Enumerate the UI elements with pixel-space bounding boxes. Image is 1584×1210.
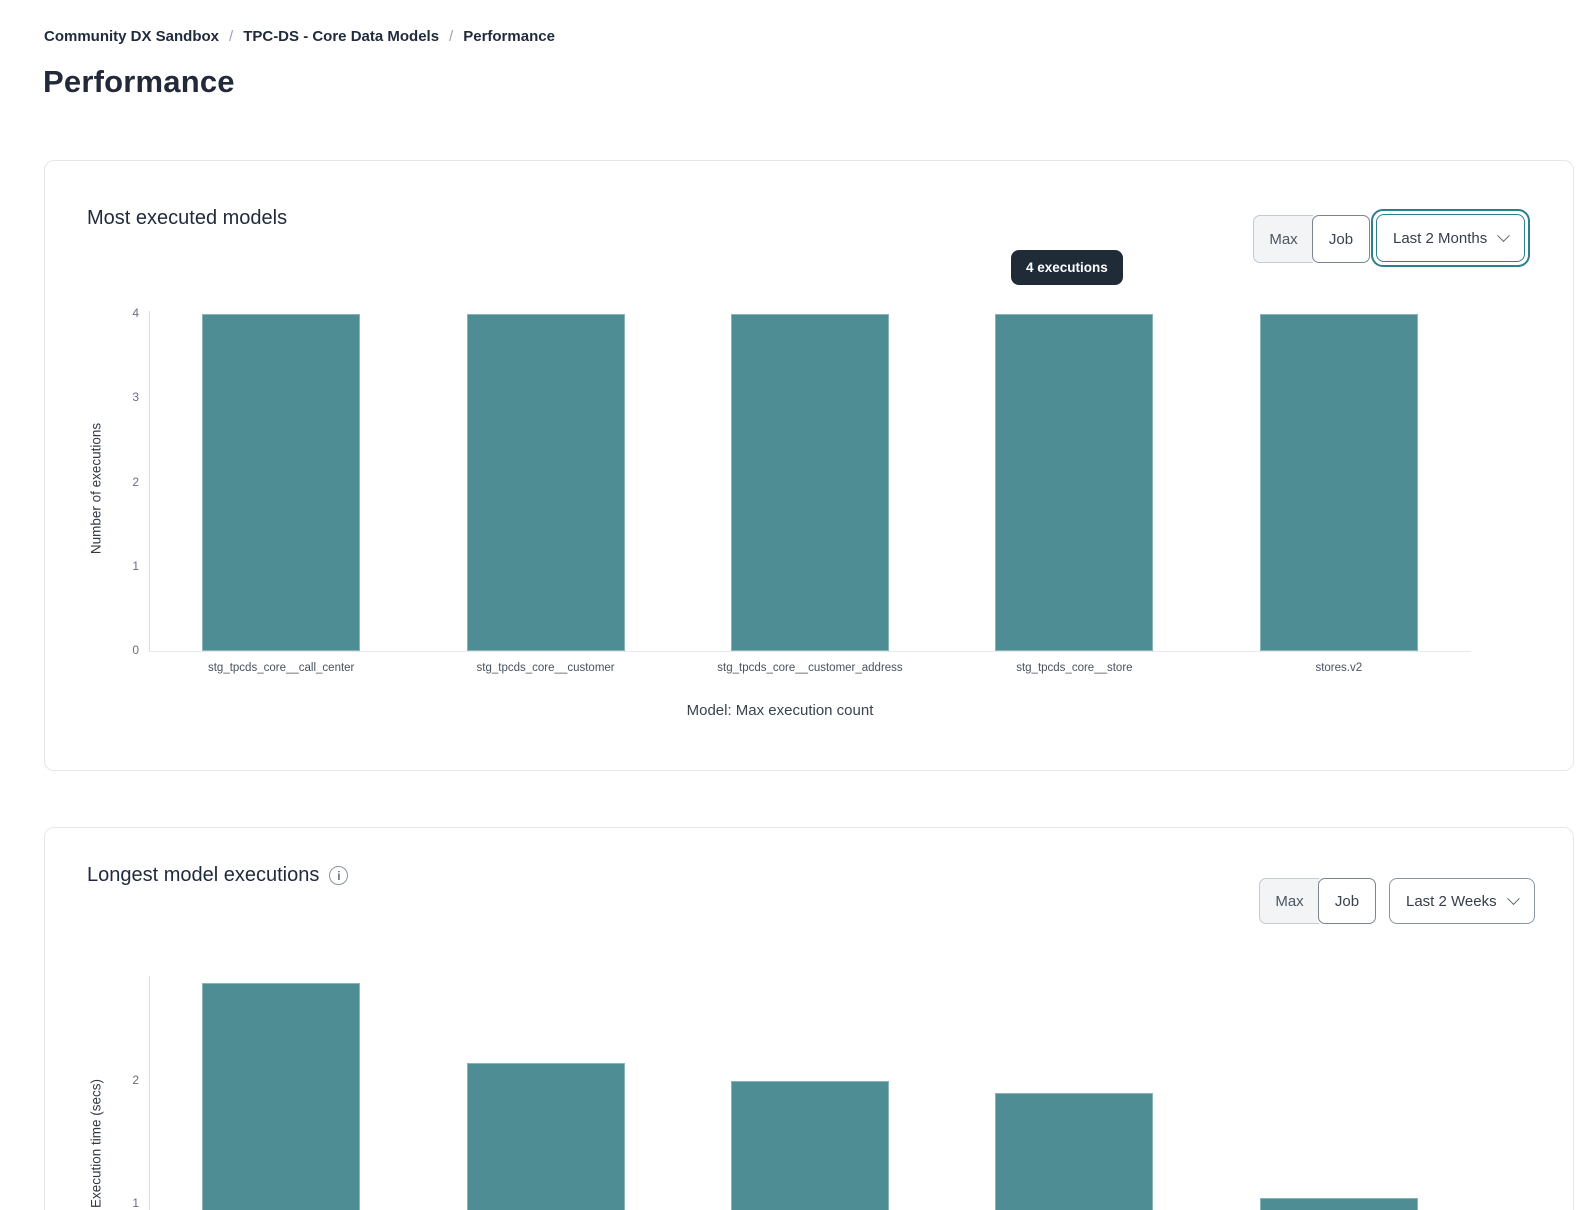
y-axis-line [149, 976, 150, 1210]
toggle-max-button[interactable]: Max [1259, 878, 1319, 924]
x-axis-line [149, 651, 1471, 652]
breadcrumb-separator: / [449, 28, 454, 45]
card-title-text: Most executed models [87, 207, 288, 229]
toggle-job-button[interactable]: Job [1312, 215, 1370, 263]
chart-tooltip: 4 executions [1011, 250, 1123, 285]
y-axis-title: Execution time (secs) [88, 1078, 104, 1209]
max-job-toggle: Max Job [1253, 215, 1370, 263]
x-tick-label: stg_tpcds_core__customer_address [717, 662, 903, 674]
x-tick-label: stg_tpcds_core__call_center [207, 662, 355, 674]
toggle-job-button[interactable]: Job [1318, 878, 1376, 924]
date-range-dropdown-focus-ring: Last 2 Months [1371, 209, 1531, 267]
longest-model-executions-chart: Execution time (secs) 1 2 [45, 828, 1573, 1210]
x-tick-label: stg_tpcds_core__customer [476, 662, 615, 674]
longest-model-executions-card: Longest model executions i Max Job Last … [44, 827, 1574, 1210]
max-job-toggle: Max Job [1259, 878, 1376, 924]
y-tick-label: 0 [132, 643, 139, 657]
y-axis-title: Number of executions [88, 422, 104, 555]
x-tick-label: stores.v2 [1315, 662, 1363, 674]
y-tick-label: 1 [132, 1196, 139, 1210]
toggle-max-button[interactable]: Max [1253, 215, 1313, 263]
chart-bar[interactable] [202, 314, 361, 651]
y-tick-label: 3 [132, 390, 139, 405]
most-executed-models-chart: Number of executions Model: Max executio… [45, 161, 1573, 770]
chart-bar[interactable] [466, 314, 625, 651]
date-range-value: Last 2 Months [1393, 229, 1488, 247]
chart-bar[interactable] [466, 1062, 625, 1210]
date-range-dropdown[interactable]: Last 2 Weeks [1389, 878, 1535, 924]
breadcrumb-link-models[interactable]: TPC-DS - Core Data Models [243, 28, 440, 45]
x-axis-title: Model: Max execution count [686, 702, 874, 719]
date-range-value: Last 2 Weeks [1406, 892, 1497, 910]
y-tick-label: 4 [132, 306, 139, 320]
y-axis-line [149, 311, 150, 651]
card-title-text: Longest model executions [87, 864, 320, 886]
chart-bar[interactable] [1259, 314, 1418, 651]
breadcrumb-link-project[interactable]: Community DX Sandbox [44, 28, 220, 45]
chart-bar[interactable] [202, 982, 361, 1210]
breadcrumb: Community DX Sandbox / TPC-DS - Core Dat… [44, 28, 555, 45]
y-tick-label: 2 [132, 1073, 139, 1087]
card-title: Most executed models [87, 207, 287, 230]
breadcrumb-separator: / [229, 28, 234, 45]
page-title: Performance [43, 64, 235, 99]
most-executed-models-card: Most executed models Max Job Last 2 Mont… [44, 160, 1574, 771]
card-title: Longest model executions i [87, 864, 349, 887]
chart-bar[interactable] [731, 1081, 889, 1210]
chart-bar[interactable] [995, 1093, 1154, 1210]
info-icon[interactable]: i [329, 866, 349, 885]
breadcrumb-current-page: Performance [463, 28, 555, 45]
y-tick-label: 2 [132, 474, 139, 489]
chart-bar[interactable] [1259, 1197, 1418, 1210]
y-tick-label: 1 [132, 558, 139, 573]
chart-bar[interactable] [731, 314, 889, 651]
date-range-dropdown[interactable]: Last 2 Months [1376, 214, 1526, 262]
x-tick-label: stg_tpcds_core__store [1016, 662, 1133, 674]
chart-bar[interactable] [995, 314, 1154, 651]
